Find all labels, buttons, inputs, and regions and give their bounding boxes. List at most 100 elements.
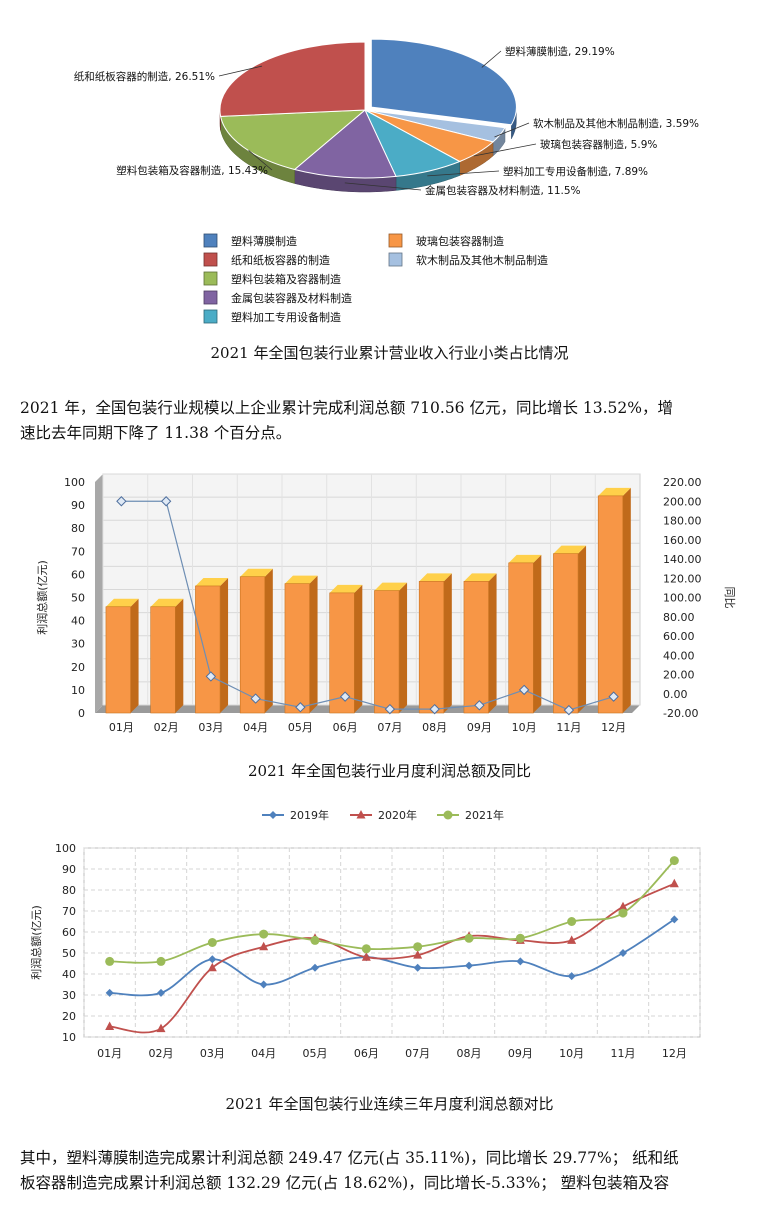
- y-tick-label: 50: [71, 592, 85, 605]
- pie-label-leader: [344, 182, 422, 191]
- paragraph-2-line-1: 其中，塑料薄膜制造完成累计利润总额 249.47 亿元(占 35.11%)，同比…: [20, 1149, 679, 1167]
- y-tick-label: 70: [71, 545, 85, 558]
- y-tick-label: 80: [62, 884, 76, 897]
- y-axis-title: 利润总额(亿元): [29, 905, 43, 980]
- bar-side: [354, 584, 363, 713]
- pie-slice-label: 塑料包装箱及容器制造, 15.43%: [116, 164, 268, 177]
- y2-axis-title: 同比: [723, 587, 736, 609]
- legend-swatch: [203, 271, 218, 286]
- y2-tick-label: 200.00: [663, 495, 702, 508]
- paragraph-2-line-2: 板容器制造完成累计利润总额 132.29 亿元(占 18.62%)，同比增长-5…: [20, 1174, 670, 1192]
- bar-side: [578, 545, 587, 713]
- series-marker: [567, 972, 576, 981]
- series-marker: [361, 952, 371, 961]
- yoy-marker: [518, 684, 530, 696]
- y-tick-label: 90: [71, 499, 85, 512]
- bar: [195, 585, 221, 714]
- y-tick-label: 60: [71, 568, 85, 581]
- pie-label-leader: [473, 143, 537, 157]
- yoy-marker: [563, 704, 575, 716]
- x-tick-label: 04月: [251, 1047, 276, 1060]
- pie-slice: [293, 109, 397, 179]
- bar-top: [329, 584, 363, 593]
- y-tick-label: 30: [71, 638, 85, 651]
- paragraph-1: 2021 年，全国包装行业规模以上企业累计完成利润总额 710.56 亿元，同比…: [20, 396, 765, 446]
- bar: [284, 583, 310, 714]
- bar-side: [622, 487, 631, 713]
- series-marker: [157, 988, 165, 997]
- legend-swatch: [388, 233, 403, 248]
- y-tick-label: 20: [62, 1010, 76, 1023]
- yoy-marker: [474, 700, 485, 711]
- pie-caption: 2021 年全国包装行业累计营业收入行业小类占比情况: [210, 344, 569, 362]
- bar-top: [508, 554, 542, 563]
- series-marker: [311, 963, 319, 972]
- x-tick-label: 12月: [662, 1047, 687, 1060]
- series-marker: [567, 935, 577, 944]
- series-marker: [516, 957, 525, 966]
- y-tick-label: 40: [71, 615, 85, 628]
- y-tick-label: 70: [62, 905, 76, 918]
- y2-tick-label: 160.00: [663, 534, 702, 547]
- x-tick-label: 01月: [97, 1047, 122, 1060]
- y2-tick-label: 60.00: [663, 630, 695, 643]
- y-tick-label: 30: [62, 989, 76, 1002]
- legend-swatch: [203, 309, 218, 324]
- y2-tick-label: 40.00: [663, 649, 695, 662]
- legend-entry: 2019年: [290, 808, 329, 822]
- legend-marker: [443, 810, 453, 820]
- series-marker: [208, 955, 217, 964]
- pie-slice-label: 纸和纸板容器的制造, 26.51%: [74, 70, 215, 83]
- yoy-marker: [339, 691, 351, 702]
- plot-floor: [95, 705, 640, 713]
- bar-top: [150, 598, 184, 607]
- y2-tick-label: 20.00: [663, 669, 695, 682]
- series-marker: [669, 878, 679, 888]
- series-marker: [567, 917, 577, 926]
- bar-top: [240, 568, 273, 577]
- series-marker: [413, 942, 423, 952]
- y2-tick-label: -20.00: [663, 707, 698, 720]
- series-marker: [465, 961, 473, 970]
- x-tick-label: 05月: [303, 1047, 328, 1060]
- yoy-marker: [295, 702, 306, 713]
- x-tick-label: 04月: [243, 721, 268, 734]
- series-marker: [618, 908, 628, 918]
- series-marker: [413, 963, 422, 972]
- series-marker: [207, 938, 217, 947]
- y-tick-label: 20: [71, 661, 85, 674]
- x-tick-label: 10月: [559, 1047, 584, 1060]
- bar-side: [488, 573, 497, 713]
- x-tick-label: 02月: [149, 1047, 174, 1060]
- series-line: [109, 882, 675, 1034]
- x-tick-label: 11月: [556, 721, 581, 734]
- y2-tick-label: 120.00: [663, 572, 702, 585]
- x-tick-label: 08月: [457, 1047, 482, 1060]
- bar-top: [374, 582, 408, 591]
- yoy-marker: [250, 693, 261, 704]
- paragraph-1-line-1: 2021 年，全国包装行业规模以上企业累计完成利润总额 710.56 亿元，同比…: [20, 399, 673, 417]
- bar-side: [533, 554, 542, 713]
- legend-entry: 2021年: [465, 808, 504, 822]
- pie-slice-label: 塑料加工专用设备制造, 7.89%: [503, 165, 648, 178]
- y2-tick-label: 100.00: [663, 592, 702, 605]
- yoy-marker: [205, 671, 217, 682]
- x-tick-label: 11月: [611, 1047, 636, 1060]
- bar-top: [419, 573, 452, 582]
- line-chart: 2019年 2020年 2021年 10 20 30 40 50 60 70 80 90 100 01月 0…: [29, 808, 701, 1060]
- paragraph-2: 其中，塑料薄膜制造完成累计利润总额 249.47 亿元(占 35.11%)，同比…: [20, 1146, 765, 1196]
- yoy-marker: [608, 691, 619, 702]
- bar: [329, 592, 355, 714]
- bar: [463, 581, 489, 714]
- y-tick-label: 50: [62, 947, 76, 960]
- yoy-marker: [429, 703, 440, 715]
- y-tick-label: 10: [71, 684, 85, 697]
- bar-top: [463, 573, 497, 582]
- bar-top: [195, 577, 229, 586]
- bar: [239, 576, 266, 714]
- legend-entry: 软木制品及其他木制品制造: [416, 253, 548, 267]
- series-marker: [670, 915, 679, 924]
- x-tick-label: 09月: [467, 721, 492, 734]
- bar-chart: 0 10 20 30 40 50 60 70 80 90 100 -20.00 0.00 20.00 40.…: [35, 473, 736, 734]
- y2-tick-label: 140.00: [663, 553, 702, 566]
